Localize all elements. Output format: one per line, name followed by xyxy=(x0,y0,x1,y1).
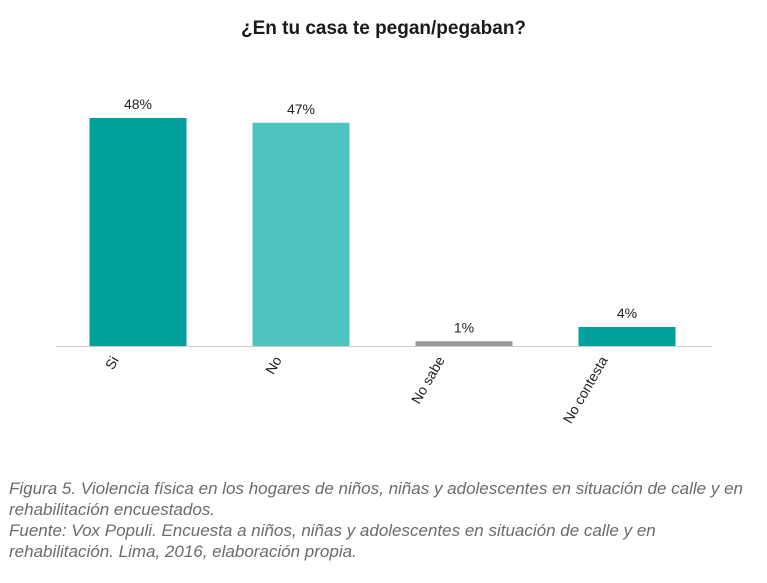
value-label-no-sabe: 1% xyxy=(454,319,474,335)
bar-si xyxy=(89,118,187,346)
value-label-no-contesta: 4% xyxy=(617,305,637,321)
bar-no-sabe xyxy=(415,341,513,346)
bar-no xyxy=(252,122,350,346)
category-label-si: Si xyxy=(102,353,122,372)
value-label-si: 48% xyxy=(124,96,152,112)
bar-no-contesta xyxy=(578,327,676,346)
figure-caption: Figura 5. Violencia física en los hogare… xyxy=(9,478,761,562)
bar-chart: 48% Si 47% No 1% No sabe 4% No contesta xyxy=(56,96,712,426)
category-label-no: No xyxy=(262,353,285,377)
category-label-no-contesta: No contesta xyxy=(560,353,611,426)
value-label-no: 47% xyxy=(287,101,315,117)
category-label-no-sabe: No sabe xyxy=(408,353,448,406)
chart-title: ¿En tu casa te pegan/pegaban? xyxy=(240,18,527,39)
bars-layer: 48% Si 47% No 1% No sabe 4% No contesta xyxy=(56,96,712,426)
caption-source-text: Fuente: Vox Populi. Encuesta a niños, ni… xyxy=(9,521,656,561)
caption-figure-text: Figura 5. Violencia física en los hogare… xyxy=(9,479,743,519)
